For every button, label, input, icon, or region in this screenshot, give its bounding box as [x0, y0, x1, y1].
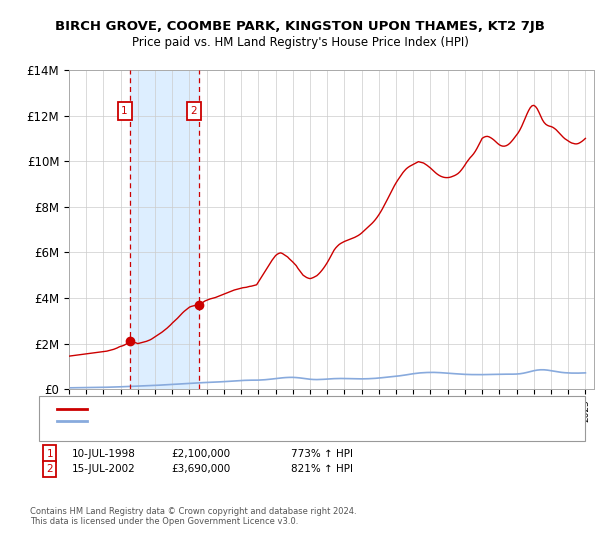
- Bar: [130, 70, 199, 389]
- Text: BIRCH GROVE, COOMBE PARK, KINGSTON UPON THAMES, KT2 7JB (detached house): BIRCH GROVE, COOMBE PARK, KINGSTON UPON …: [93, 404, 489, 413]
- Text: 1: 1: [121, 106, 128, 116]
- Text: BIRCH GROVE, COOMBE PARK, KINGSTON UPON THAMES, KT2 7JB: BIRCH GROVE, COOMBE PARK, KINGSTON UPON …: [55, 20, 545, 32]
- Text: 2: 2: [46, 464, 53, 474]
- Text: Contains HM Land Registry data © Crown copyright and database right 2024.
This d: Contains HM Land Registry data © Crown c…: [30, 507, 356, 526]
- Text: Price paid vs. HM Land Registry's House Price Index (HPI): Price paid vs. HM Land Registry's House …: [131, 36, 469, 49]
- Text: £2,100,000: £2,100,000: [171, 449, 230, 459]
- Text: 773% ↑ HPI: 773% ↑ HPI: [291, 449, 353, 459]
- Text: 2: 2: [190, 106, 197, 116]
- Text: 821% ↑ HPI: 821% ↑ HPI: [291, 464, 353, 474]
- Text: £3,690,000: £3,690,000: [171, 464, 230, 474]
- Text: HPI: Average price, detached house, Kingston upon Thames: HPI: Average price, detached house, King…: [93, 417, 378, 426]
- Text: 1: 1: [46, 449, 53, 459]
- Text: 15-JUL-2002: 15-JUL-2002: [72, 464, 136, 474]
- Text: 10-JUL-1998: 10-JUL-1998: [72, 449, 136, 459]
